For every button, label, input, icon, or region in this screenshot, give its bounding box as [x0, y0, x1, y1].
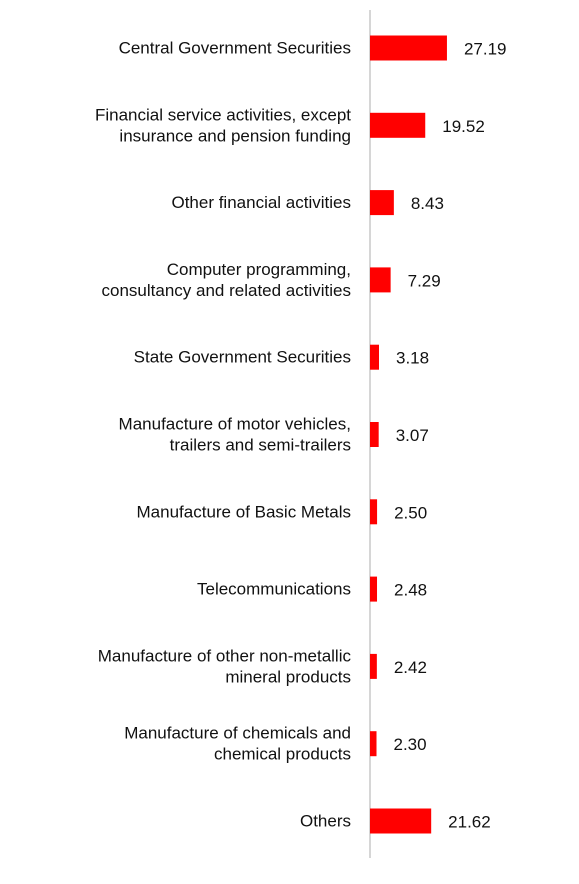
bar — [370, 344, 379, 370]
category-labels-group: Central Government Securities Financial s… — [95, 39, 352, 831]
category-label: mineral products — [225, 667, 351, 686]
bar — [370, 35, 447, 61]
category-label: trailers and semi-trailers — [170, 436, 351, 455]
category-label: Financial service activities, except — [95, 105, 351, 124]
category-label: State Government Securities — [134, 348, 351, 367]
value-label: 2.30 — [394, 735, 427, 754]
value-label: 7.29 — [408, 271, 441, 290]
category-label: Manufacture of Basic Metals — [137, 502, 351, 521]
category-label: insurance and pension funding — [119, 126, 351, 145]
category-label: Other financial activities — [171, 193, 351, 212]
value-label: 21.62 — [448, 813, 491, 832]
bar — [370, 499, 378, 525]
value-label: 3.07 — [396, 426, 429, 445]
category-label: Manufacture of other non-metallic — [98, 646, 352, 665]
value-label: 3.18 — [396, 349, 429, 368]
value-labels-group: 27.19 19.52 8.43 7.29 3.18 3.07 2.50 2.48 2.42 2.… — [394, 40, 507, 832]
value-label: 8.43 — [411, 194, 444, 213]
value-label: 27.19 — [464, 40, 507, 59]
bar — [370, 653, 377, 679]
value-label: 2.42 — [394, 658, 427, 677]
category-label: Others — [300, 812, 351, 831]
category-label: Manufacture of chemicals and — [124, 724, 351, 743]
bars-group — [370, 35, 447, 834]
bar — [370, 190, 394, 216]
value-label: 2.50 — [394, 503, 427, 522]
bar — [370, 267, 391, 293]
category-label: Manufacture of motor vehicles, — [119, 415, 351, 434]
category-label: chemical products — [214, 745, 351, 764]
category-label: Computer programming, — [167, 260, 351, 279]
bar — [370, 112, 426, 138]
bar — [370, 808, 432, 834]
bar — [370, 731, 377, 757]
value-label: 2.48 — [394, 581, 427, 600]
category-label: consultancy and related activities — [102, 281, 351, 300]
category-label: Central Government Securities — [119, 39, 351, 58]
value-label: 19.52 — [442, 117, 485, 136]
category-label: Telecommunications — [197, 580, 351, 599]
bar — [370, 576, 378, 602]
bar — [370, 422, 379, 447]
